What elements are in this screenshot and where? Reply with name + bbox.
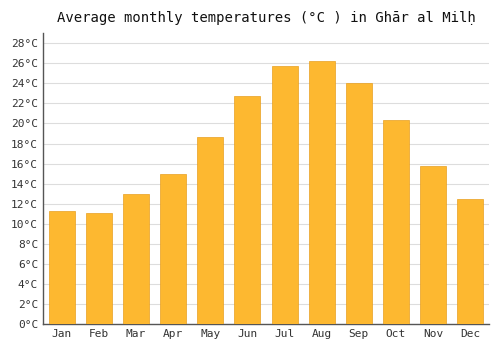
Bar: [346, 83, 372, 324]
Bar: [272, 66, 297, 324]
Bar: [420, 166, 446, 324]
Bar: [123, 194, 149, 324]
Bar: [160, 174, 186, 324]
Bar: [48, 211, 74, 324]
Title: Average monthly temperatures (°C ) in Ghār al Milḥ: Average monthly temperatures (°C ) in Gh…: [56, 11, 476, 25]
Bar: [197, 136, 223, 324]
Bar: [234, 96, 260, 324]
Bar: [383, 120, 409, 324]
Bar: [308, 61, 334, 324]
Bar: [86, 213, 112, 324]
Bar: [458, 199, 483, 324]
